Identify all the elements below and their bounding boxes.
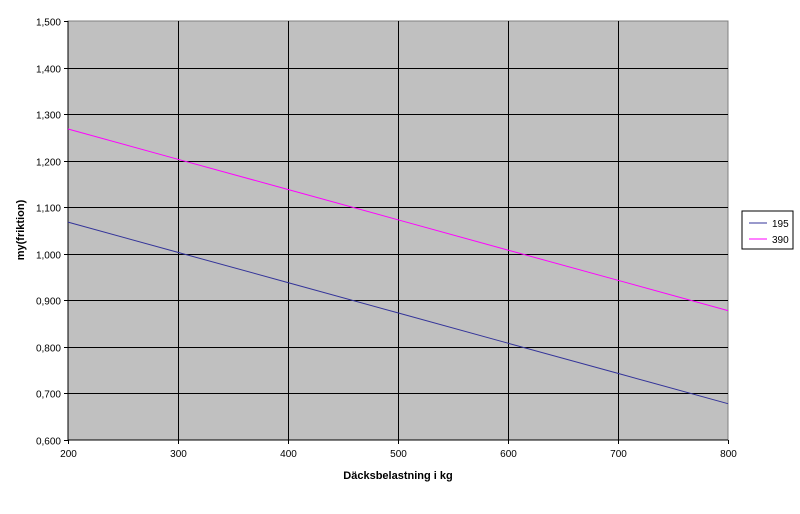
y-tick-label: 1,200 xyxy=(36,158,61,169)
vertical-gridlines xyxy=(178,21,619,440)
y-tick-label: 0,800 xyxy=(36,344,61,355)
legend-box xyxy=(741,210,794,250)
legend-label-390: 390 xyxy=(772,235,789,246)
y-tick-label: 1,300 xyxy=(36,111,61,122)
y-axis-title: my(friktion) xyxy=(15,199,27,260)
x-tick-label: 600 xyxy=(500,449,517,460)
x-tick-label: 700 xyxy=(610,449,627,460)
y-tick-labels: 0,600 0,700 0,800 0,900 1,000 1,100 1,200 1,300… xyxy=(36,18,68,448)
x-tick-label: 400 xyxy=(280,449,297,460)
x-tick-label: 200 xyxy=(60,449,77,460)
series-line-195 xyxy=(67,221,729,405)
legend-label-195: 195 xyxy=(772,219,789,230)
x-tick-label: 500 xyxy=(390,449,407,460)
x-tick-label: 300 xyxy=(170,449,187,460)
horizontal-gridlines xyxy=(68,68,728,394)
y-tick-label: 0,600 xyxy=(36,437,61,448)
y-tick-label: 1,400 xyxy=(36,65,61,76)
y-tick-label: 1,000 xyxy=(36,251,61,262)
legend: 195 390 xyxy=(741,210,794,250)
y-tick-label: 0,700 xyxy=(36,390,61,401)
series-lines xyxy=(67,128,729,405)
x-axis-title: Däcksbelastning i kg xyxy=(343,470,452,482)
x-tick-labels: 200 300 400 500 600 700 800 xyxy=(60,440,737,460)
y-tick-label: 0,900 xyxy=(36,297,61,308)
y-tick-label: 1,500 xyxy=(36,18,61,29)
y-tick-label: 1,100 xyxy=(36,204,61,215)
series-line-390 xyxy=(67,128,729,312)
x-tick-label: 800 xyxy=(720,449,737,460)
